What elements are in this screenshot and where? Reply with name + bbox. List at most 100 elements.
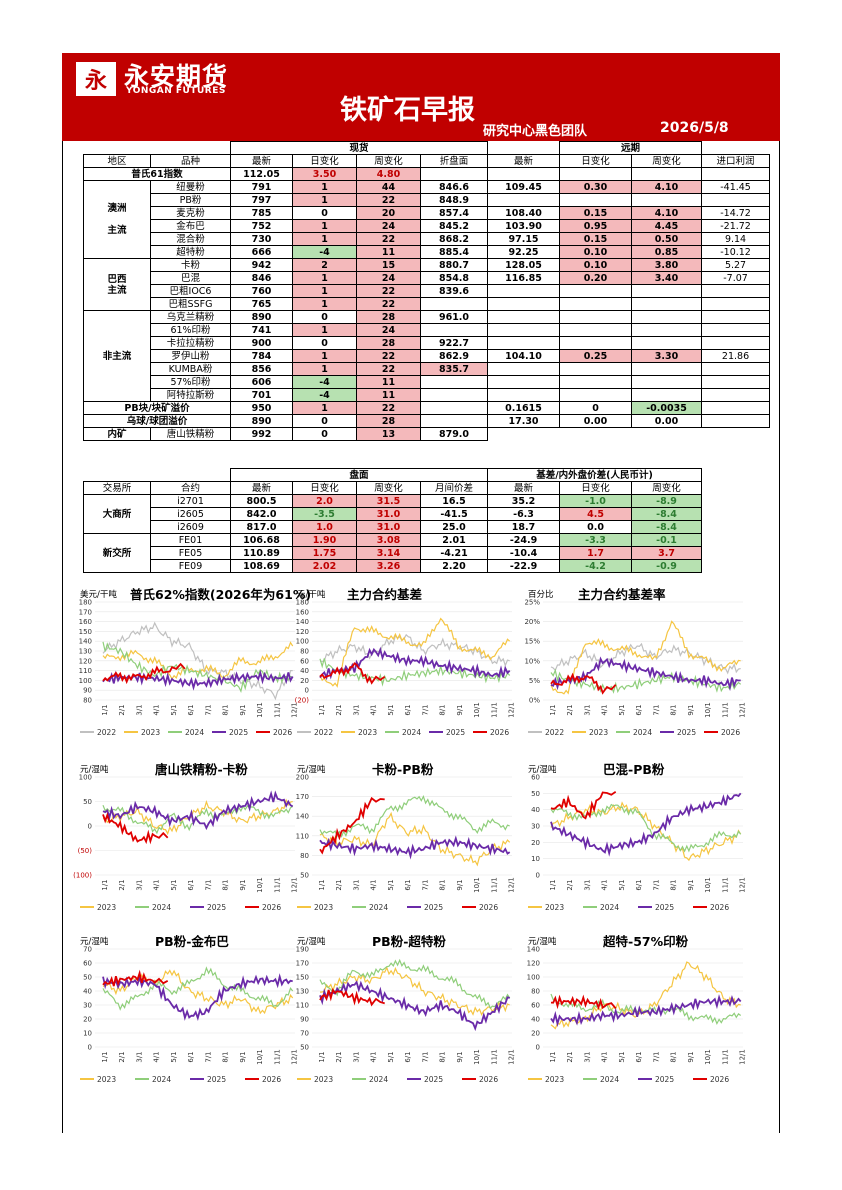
table-cell <box>487 167 561 181</box>
table-cell <box>701 297 771 311</box>
table-row: 阿特拉斯粉 701 -4 11 <box>84 388 771 402</box>
table-cell: 848.9 <box>419 193 489 207</box>
y-tick-label: 110 <box>79 667 92 675</box>
legend-label: 2024 <box>402 728 421 737</box>
table-cell: 乌球/球团溢价 <box>83 414 231 428</box>
series-line-2023 <box>319 966 510 1016</box>
x-tick-label: 5/1 <box>618 1051 626 1062</box>
table-row: 罗伊山粉 784 1 22 862.9 104.10 0.25 3.30 21.86 <box>84 349 771 363</box>
table-cell: 卡拉拉精粉 <box>150 336 231 350</box>
table-cell <box>487 375 561 389</box>
table-cell: 1.0 <box>292 520 357 534</box>
x-tick-label: 10/1 <box>704 877 712 893</box>
y-tick-label: 100 <box>79 774 92 782</box>
chart-title: 超特-57%印粉 <box>603 934 689 949</box>
legend-label: 2022 <box>545 728 564 737</box>
x-tick-label: 6/1 <box>635 704 643 715</box>
team-name: 研究中心黑色团队 <box>483 124 588 139</box>
table-cell: 44 <box>356 180 421 194</box>
legend-label: 2024 <box>185 728 204 737</box>
chart-unit: 美元/干吨 <box>80 590 117 600</box>
x-tick-label: 9/1 <box>687 704 695 715</box>
table-cell <box>487 388 561 402</box>
legend-label: 2026 <box>262 1075 281 1084</box>
y-tick-label: (20) <box>295 697 310 705</box>
table-cell: 890 <box>230 414 293 428</box>
table-cell: 24 <box>356 323 421 337</box>
x-tick-label: 6/1 <box>404 704 412 715</box>
table-cell <box>84 469 231 482</box>
line-chart: 元/湿吨 PB粉-金布巴 70 60 50 40 30 20 10 0 1/1 2/1 3/1 4/1 5/… <box>70 934 299 1090</box>
table-cell: 110.89 <box>230 546 293 560</box>
table-cell: 17.30 <box>487 414 561 428</box>
header-banner <box>62 53 780 141</box>
x-tick-label: 10/1 <box>473 702 481 718</box>
table-cell <box>559 362 633 376</box>
chart-svg: 190 170 150 130 110 90 70 50 1/1 2/1 3/1 4/1 5/1 6/1 7… <box>296 946 516 1085</box>
table-row: i2609 817.0 1.0 31.0 25.0 18.7 0.0 -8.4 <box>84 520 770 534</box>
x-tick-label: 3/1 <box>352 1051 360 1062</box>
table-cell: 周变化 <box>631 481 703 495</box>
series-line-2022 <box>319 633 510 668</box>
table-cell: 24 <box>356 219 421 233</box>
table-cell: 666 <box>230 245 293 259</box>
x-tick-label: 2/1 <box>566 879 574 890</box>
table-cell: 品种 <box>150 154 231 168</box>
table-cell: 0.95 <box>559 219 633 233</box>
table-cell: 2.0 <box>292 494 357 508</box>
legend-label: 2024 <box>369 903 388 912</box>
y-tick-label: 50 <box>300 1044 309 1052</box>
table-cell: 1 <box>292 323 357 337</box>
table-cell: 1.7 <box>559 546 633 560</box>
x-tick-label: 6/1 <box>635 879 643 890</box>
table-cell <box>702 482 770 495</box>
table-cell: 最新 <box>487 154 561 168</box>
y-tick-label: 180 <box>79 599 92 607</box>
table-cell: 61%印粉 <box>150 323 231 337</box>
table-cell: 22 <box>356 232 421 246</box>
series-line-2026 <box>319 796 385 855</box>
x-tick-label: 3/1 <box>352 879 360 890</box>
y-tick-label: 70 <box>300 1030 309 1038</box>
line-chart: 元/湿吨 PB粉-超特粉 190 170 150 130 110 90 70 50 1/1 2/1 3/… <box>287 934 516 1090</box>
table-cell: 3.80 <box>631 258 703 272</box>
x-tick-label: 2/1 <box>335 879 343 890</box>
table-cell: 839.6 <box>419 284 489 298</box>
table-cell: 11 <box>356 375 421 389</box>
table-cell: 0.00 <box>631 414 703 428</box>
table-row: 金布巴 752 1 24 845.2 103.90 0.95 4.45 -21.72 <box>84 219 771 233</box>
table-cell <box>631 336 703 350</box>
table-cell: 106.68 <box>230 533 293 547</box>
table-cell: 1 <box>292 193 357 207</box>
x-tick-label: 5/1 <box>387 704 395 715</box>
y-tick-label: 160 <box>79 618 92 626</box>
x-tick-label: 1/1 <box>549 1051 557 1062</box>
x-tick-label: 11/1 <box>721 877 729 893</box>
x-tick-label: 12/1 <box>291 877 299 893</box>
y-tick-label: 30 <box>531 823 540 831</box>
table-cell: 大商所 <box>83 494 151 534</box>
table-cell: 22 <box>356 297 421 311</box>
y-tick-label: 0 <box>536 872 540 880</box>
table-cell: 760 <box>230 284 293 298</box>
series-line-2024 <box>319 958 511 1010</box>
x-tick-label: 5/1 <box>170 1051 178 1062</box>
legend-label: 2026 <box>479 1075 498 1084</box>
table-cell: 97.15 <box>487 232 561 246</box>
table-cell: 879.0 <box>419 427 489 441</box>
table-cell: PB粉 <box>150 193 231 207</box>
table-cell: 845.2 <box>419 219 489 233</box>
y-tick-label: 140 <box>527 946 540 954</box>
table-cell: 846 <box>230 271 293 285</box>
legend-label: 2024 <box>369 1075 388 1084</box>
table-cell <box>419 414 489 428</box>
table-cell: 金布巴 <box>150 219 231 233</box>
x-tick-label: 6/1 <box>404 879 412 890</box>
table-cell: 752 <box>230 219 293 233</box>
y-tick-label: 40 <box>83 988 92 996</box>
series-line-2024 <box>550 993 742 1026</box>
table-cell: -4.2 <box>559 559 633 573</box>
x-tick-label: 6/1 <box>187 879 195 890</box>
table-row: KUMBA粉 856 1 22 835.7 <box>84 362 771 376</box>
table-cell: 900 <box>230 336 293 350</box>
